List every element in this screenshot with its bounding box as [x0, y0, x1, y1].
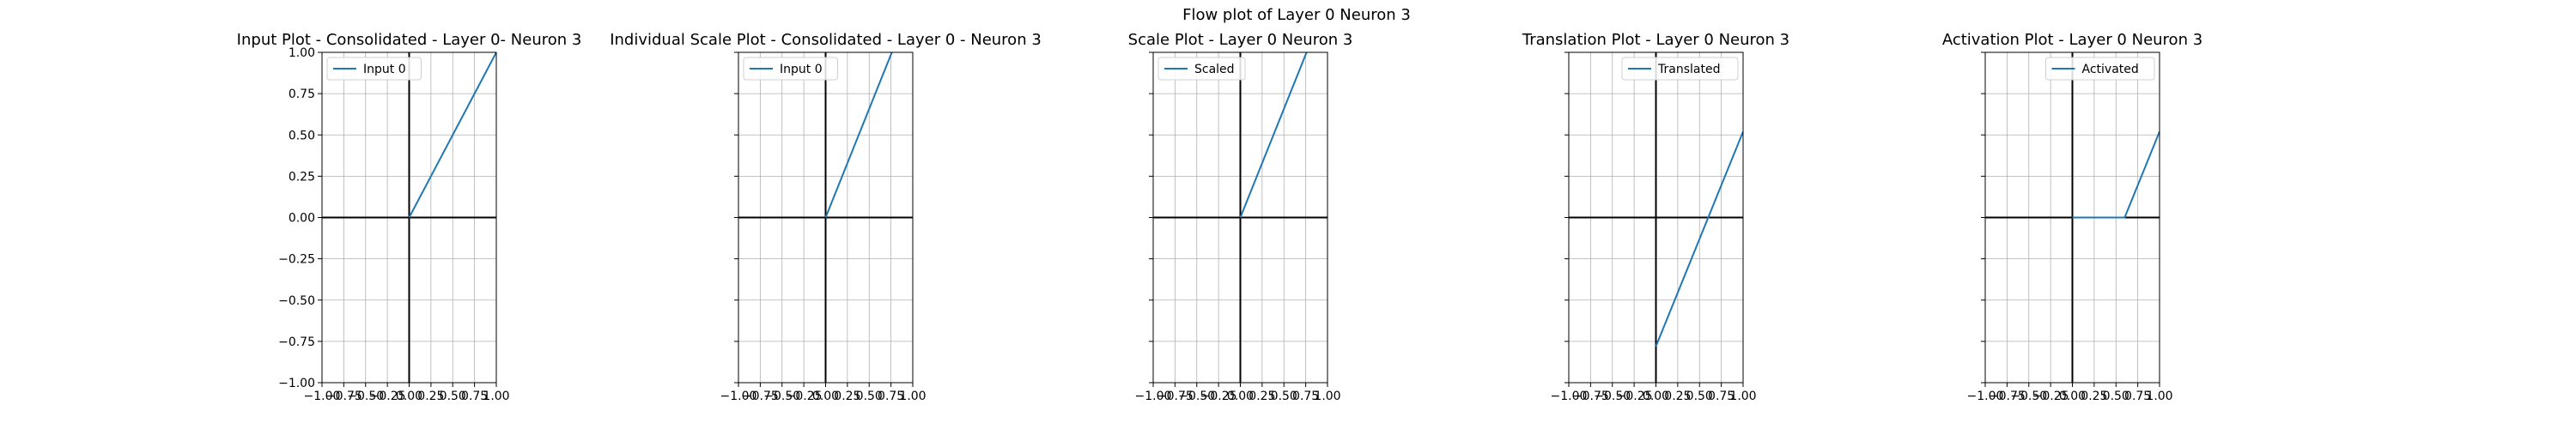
series-line-1 — [824, 52, 893, 218]
x-tick-label: 0.00 — [396, 390, 422, 403]
series-line-1 — [1239, 52, 1308, 218]
subplot-title: Individual Scale Plot - Consolidated - L… — [610, 31, 1042, 49]
figure-suptitle: Flow plot of Layer 0 Neuron 3 — [1182, 6, 1411, 24]
legend-label: Scaled — [1194, 63, 1235, 76]
x-tick-label: −0.25 — [786, 390, 823, 403]
x-tick-label: −0.75 — [1572, 390, 1609, 403]
y-tick-label: −0.50 — [278, 294, 315, 308]
x-tick-label: −1.00 — [1551, 390, 1588, 403]
x-tick-label: −1.00 — [304, 390, 341, 403]
x-tick-label: −0.50 — [2010, 390, 2047, 403]
x-tick-label: 0.00 — [1643, 390, 1669, 403]
legend-label: Input 0 — [780, 63, 823, 76]
subplot-panels: Input Plot - Consolidated - Layer 0- Neu… — [237, 31, 2202, 403]
legend-box — [743, 57, 838, 81]
x-tick-label: −0.25 — [2032, 390, 2069, 403]
x-tick-label: −1.00 — [1967, 390, 2004, 403]
legend-box — [326, 57, 422, 81]
subplot-5: Activation Plot - Layer 0 Neuron 3−1.00−… — [1942, 31, 2202, 403]
x-tick-label: −0.75 — [325, 390, 362, 403]
x-tick-label: 1.00 — [899, 390, 926, 403]
series-line-1 — [408, 52, 496, 218]
x-tick-label: 0.25 — [1664, 390, 1691, 403]
legend-box — [1621, 57, 1739, 81]
x-tick-label: −0.75 — [1989, 390, 2026, 403]
legend: Input 0 — [326, 57, 422, 81]
x-tick-label: 0.25 — [1249, 390, 1275, 403]
legend-label: Activated — [2082, 63, 2139, 76]
x-tick-label: −0.25 — [1200, 390, 1237, 403]
y-tick-label: −0.75 — [278, 335, 315, 349]
y-tick-label: −0.25 — [278, 253, 315, 267]
x-tick-label: 0.50 — [856, 390, 883, 403]
x-tick-label: 0.50 — [1686, 390, 1713, 403]
subplot-title: Scale Plot - Layer 0 Neuron 3 — [1128, 31, 1353, 49]
legend: Translated — [1621, 57, 1739, 81]
x-tick-label: −0.50 — [763, 390, 800, 403]
x-tick-label: 0.50 — [1271, 390, 1297, 403]
x-tick-label: 0.75 — [1292, 390, 1319, 403]
legend-box — [2045, 57, 2155, 81]
subplot-3: Scale Plot - Layer 0 Neuron 3 −1.00−0.75−… — [1128, 31, 1353, 403]
x-tick-label: −0.25 — [1616, 390, 1653, 403]
x-tick-label: 0.00 — [1227, 390, 1254, 403]
subplot-title: Input Plot - Consolidated - Layer 0- Neu… — [237, 31, 582, 49]
y-tick-label: 1.00 — [289, 46, 315, 60]
x-tick-label: 1.00 — [2146, 390, 2172, 403]
legend: Input 0 — [743, 57, 838, 81]
y-tick-label: 0.75 — [289, 88, 315, 101]
x-tick-label: 0.75 — [878, 390, 904, 403]
legend: Activated — [2045, 57, 2155, 81]
x-tick-label: 0.75 — [461, 390, 488, 403]
x-tick-label: −1.00 — [1135, 390, 1172, 403]
x-tick-label: 0.00 — [812, 390, 839, 403]
x-tick-label: 1.00 — [1729, 390, 1756, 403]
x-tick-label: 0.25 — [2081, 390, 2107, 403]
x-tick-label: 1.00 — [483, 390, 509, 403]
x-tick-label: −0.25 — [369, 390, 406, 403]
legend-box — [1157, 57, 1246, 81]
y-tick-label: −1.00 — [278, 377, 315, 390]
y-tick-label: 0.25 — [289, 170, 315, 184]
x-tick-label: −0.50 — [347, 390, 384, 403]
x-tick-label: 0.75 — [1708, 390, 1735, 403]
y-tick-label: 0.50 — [289, 129, 315, 142]
x-tick-label: −0.75 — [742, 390, 779, 403]
x-tick-label: 1.00 — [1314, 390, 1340, 403]
legend: Scaled — [1157, 57, 1246, 81]
x-tick-label: −0.75 — [1157, 390, 1194, 403]
subplot-title: Translation Plot - Layer 0 Neuron 3 — [1522, 31, 1789, 49]
subplot-4: Translation Plot - Layer 0 Neuron 3 −1.00… — [1522, 31, 1789, 403]
x-tick-label: 0.50 — [440, 390, 466, 403]
series-line-1 — [1655, 131, 1743, 347]
series-line-1 — [2072, 131, 2160, 219]
x-tick-label: −0.50 — [1178, 390, 1215, 403]
y-tick-label: 0.00 — [289, 212, 315, 226]
legend-label: Translated — [1657, 63, 1720, 76]
x-tick-label: 0.50 — [2103, 390, 2129, 403]
x-tick-label: −0.50 — [1594, 390, 1631, 403]
x-tick-label: −1.00 — [720, 390, 757, 403]
subplot-2: Individual Scale Plot - Consolidated - L… — [610, 31, 1042, 403]
x-tick-label: 0.75 — [2124, 390, 2151, 403]
x-tick-label: 0.25 — [834, 390, 860, 403]
subplot-1: Input Plot - Consolidated - Layer 0- Neu… — [237, 31, 582, 403]
subplot-title: Activation Plot - Layer 0 Neuron 3 — [1942, 31, 2202, 49]
x-tick-label: 0.25 — [417, 390, 444, 403]
legend-label: Input 0 — [363, 63, 406, 76]
x-tick-label: 0.00 — [2059, 390, 2086, 403]
